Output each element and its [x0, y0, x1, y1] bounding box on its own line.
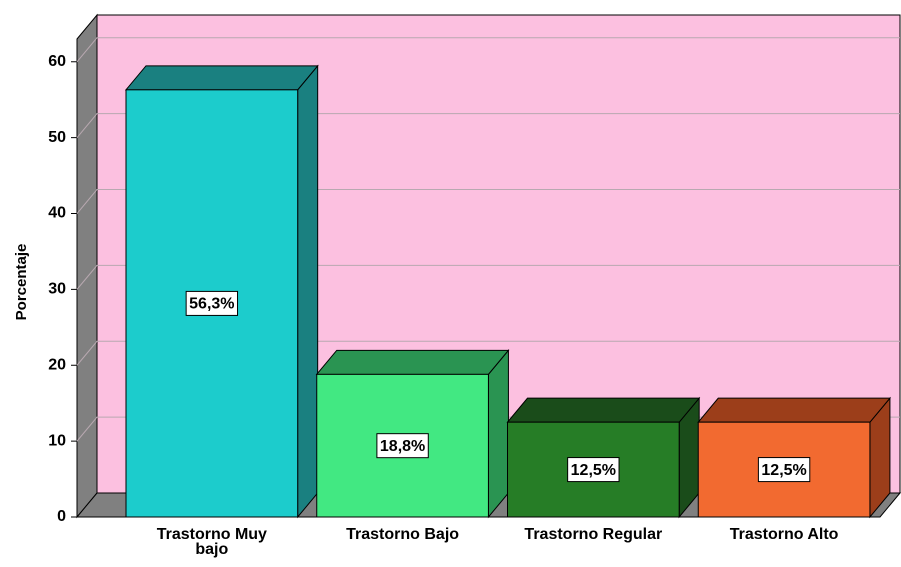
value-label-box — [567, 457, 620, 483]
x-tick-label: Trastorno Regular — [524, 526, 663, 543]
grid-line — [76, 340, 900, 366]
x-tick-label: Trastorno Alto — [729, 526, 839, 543]
grid-line — [76, 113, 900, 138]
bar-top — [124, 65, 319, 91]
value-label-box — [185, 290, 239, 316]
left-wall — [76, 13, 98, 519]
grid-line — [76, 264, 900, 290]
y-tick-label: 60 — [48, 53, 66, 70]
x-tick-label: Trastorno Muy bajo — [156, 526, 267, 558]
bar-top — [315, 349, 510, 375]
bar-side — [297, 64, 319, 519]
value-label: 12,5% — [761, 462, 806, 479]
value-label-box — [757, 457, 811, 483]
bar-top — [506, 397, 701, 423]
value-label: 18,8% — [380, 438, 425, 455]
y-tick-label: 0 — [57, 508, 66, 525]
value-label: 56,3% — [189, 296, 234, 313]
y-tick-label: 50 — [48, 129, 66, 146]
bar-top — [697, 397, 891, 423]
y-tick-label: 30 — [48, 281, 66, 298]
y-tick-label: 40 — [48, 205, 66, 222]
bar-side — [487, 348, 509, 519]
y-axis-label: Porcentaje — [13, 244, 30, 321]
grid-line — [76, 189, 900, 214]
x-tick-label: Trastorno Bajo — [346, 526, 460, 543]
value-label: 12,5% — [571, 462, 616, 479]
y-tick-label: 20 — [48, 356, 66, 373]
value-label-box — [376, 433, 429, 459]
grid-line — [76, 37, 900, 63]
y-tick-label: 10 — [48, 432, 66, 449]
